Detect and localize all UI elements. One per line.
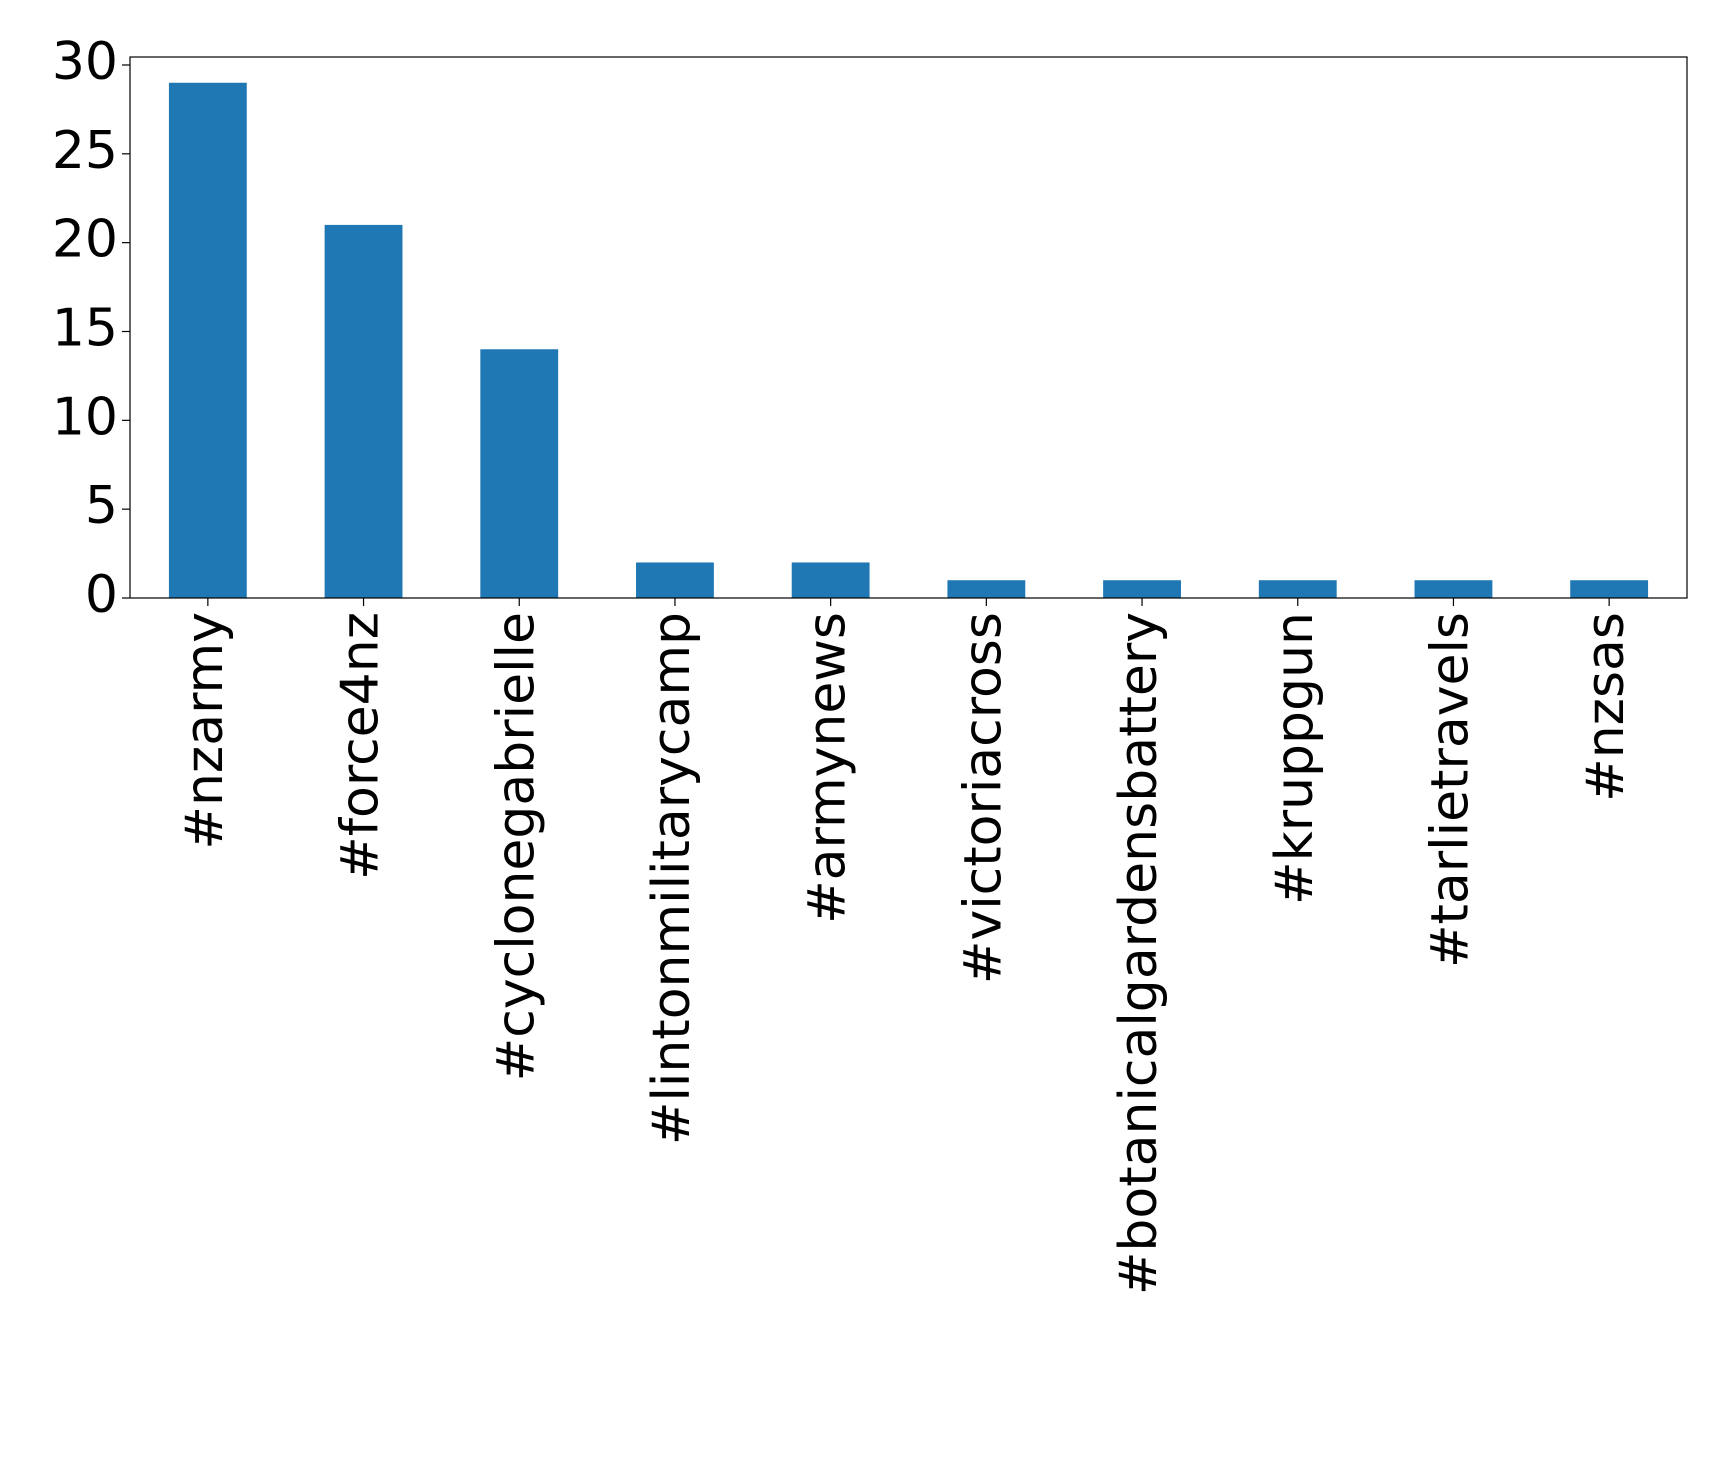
y-tick-label: 25 [52,121,118,181]
bar [168,82,247,598]
x-tick-label: #nzarmy [175,612,235,850]
bar [1570,580,1649,598]
y-tick-label: 0 [85,565,118,625]
bar [1258,580,1337,598]
x-tick-label: #armynews [798,612,858,924]
plot-frame [129,56,1688,599]
bar [791,562,870,598]
x-tick-label: #nzsas [1576,612,1636,802]
y-tick-label: 15 [52,298,118,358]
x-tick-label: #tarlietravels [1420,612,1480,968]
x-tick-label: #lintonmilitarycamp [642,612,702,1145]
y-tick-label: 10 [52,387,118,447]
bar [1103,580,1181,598]
bar [324,224,403,598]
bar [480,349,559,598]
y-tick-label: 5 [85,476,118,536]
bar [947,580,1026,598]
x-tick-label: #cyclonegabrielle [486,612,546,1081]
x-tick-label: #victoriacross [953,612,1013,984]
x-tick-label: #force4nz [331,612,391,880]
x-tick-label: #botanicalgardensbattery [1109,612,1169,1295]
y-tick-label: 30 [52,32,118,92]
y-tick-label: 20 [52,210,118,270]
bar [636,562,714,598]
x-tick-label: #kruppgun [1265,612,1325,905]
bar [1414,580,1493,598]
